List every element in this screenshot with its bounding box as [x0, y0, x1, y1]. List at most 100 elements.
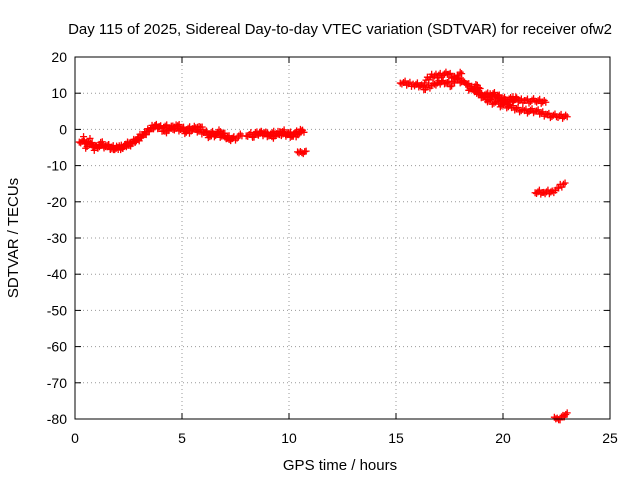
data-point	[225, 136, 233, 144]
data-point	[221, 129, 229, 137]
x-tick-label: 0	[71, 430, 79, 446]
data-point	[80, 133, 88, 141]
data-point	[445, 70, 453, 78]
data-point	[86, 134, 94, 142]
data-point	[446, 69, 454, 77]
data-point	[458, 70, 466, 78]
data-point	[549, 111, 557, 119]
data-point	[555, 184, 563, 192]
data-point	[268, 133, 276, 141]
y-tick-label: -10	[47, 158, 67, 174]
data-point	[262, 128, 270, 136]
data-point	[554, 114, 562, 122]
data-point	[559, 180, 567, 188]
data-point	[446, 83, 454, 91]
data-point	[501, 99, 509, 107]
data-points	[75, 68, 571, 424]
data-point	[105, 141, 113, 149]
data-point	[517, 95, 525, 103]
y-tick-label: -80	[47, 411, 67, 427]
data-point	[167, 122, 175, 130]
data-point	[285, 129, 293, 137]
data-point	[203, 128, 211, 136]
data-point	[561, 179, 569, 187]
y-tick-label: -50	[47, 302, 67, 318]
x-tick-label: 20	[495, 430, 511, 446]
data-point	[528, 96, 536, 104]
data-point	[98, 138, 106, 146]
data-point	[563, 409, 571, 417]
data-point	[534, 106, 542, 114]
data-point	[512, 93, 520, 101]
data-point	[504, 103, 512, 111]
data-point	[487, 96, 495, 104]
data-point	[174, 122, 182, 130]
y-tick-label: -70	[47, 375, 67, 391]
data-point	[563, 113, 571, 121]
x-tick-label: 5	[178, 430, 186, 446]
data-point	[424, 81, 432, 89]
data-point	[500, 101, 508, 109]
data-point	[259, 130, 267, 138]
data-point	[456, 68, 464, 76]
data-point	[89, 143, 97, 151]
data-point	[82, 144, 90, 152]
x-tick-label: 10	[281, 430, 297, 446]
data-point	[179, 125, 187, 133]
data-point	[127, 139, 135, 147]
data-point	[157, 122, 165, 130]
data-point	[302, 147, 310, 155]
data-point	[514, 104, 522, 112]
y-tick-label: -40	[47, 266, 67, 282]
y-tick-label: -20	[47, 194, 67, 210]
y-tick-label: 20	[51, 49, 67, 65]
data-point	[93, 144, 101, 152]
data-point	[198, 123, 206, 131]
data-point	[463, 81, 471, 89]
data-point	[215, 126, 223, 134]
chart-title: Day 115 of 2025, Sidereal Day-to-day VTE…	[68, 21, 612, 38]
data-point	[260, 129, 268, 137]
data-point	[495, 91, 503, 99]
data-point	[512, 105, 520, 113]
data-point	[83, 143, 91, 151]
data-point	[509, 102, 517, 110]
data-point	[265, 132, 273, 140]
data-point	[175, 120, 183, 128]
data-point	[113, 142, 121, 150]
data-point	[117, 141, 125, 149]
data-point	[476, 89, 484, 97]
grid-lines	[75, 57, 610, 419]
x-tick-label: 15	[388, 430, 404, 446]
data-point	[545, 109, 553, 117]
data-point	[485, 97, 493, 105]
data-point	[542, 98, 550, 106]
data-point	[103, 141, 111, 149]
y-tick-label: 0	[59, 121, 67, 137]
data-point	[296, 125, 304, 133]
data-point	[548, 187, 556, 195]
data-point	[204, 134, 212, 142]
data-point	[101, 142, 109, 150]
y-tick-label: -30	[47, 230, 67, 246]
data-point	[465, 86, 473, 94]
data-point	[142, 131, 150, 139]
data-point	[533, 107, 541, 115]
data-point	[97, 138, 105, 146]
x-axis-label: GPS time / hours	[283, 457, 397, 474]
data-point	[556, 416, 564, 424]
y-tick-label: 10	[51, 85, 67, 101]
data-point	[562, 410, 570, 418]
data-point	[266, 131, 274, 139]
x-tick-label: 25	[602, 430, 618, 446]
data-point	[562, 111, 570, 119]
data-point	[553, 113, 560, 121]
data-point	[537, 109, 545, 117]
data-point	[286, 133, 294, 141]
data-point	[209, 130, 217, 138]
data-point	[100, 143, 108, 151]
data-point	[280, 126, 288, 134]
data-point	[283, 130, 291, 138]
data-point	[543, 111, 551, 119]
